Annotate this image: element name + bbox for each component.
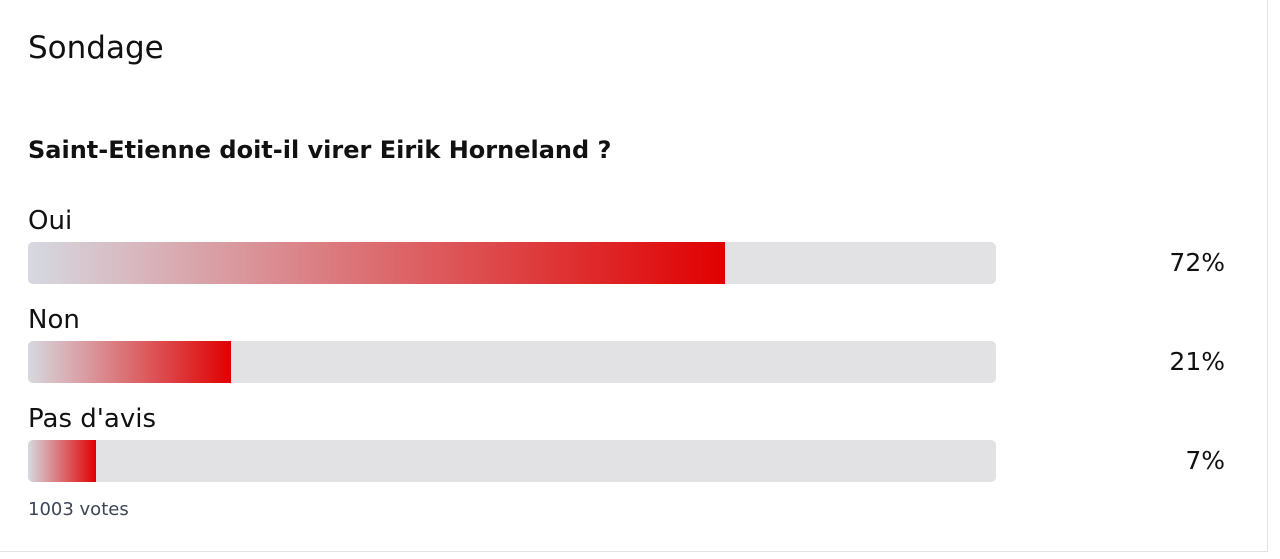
percent-label: 72% (1169, 248, 1225, 277)
percent-label: 7% (1185, 446, 1225, 475)
bar-track (28, 242, 996, 284)
bar (28, 341, 232, 383)
option-label: Pas d'avis (28, 404, 156, 434)
poll-title: Sondage (28, 30, 164, 66)
option-label: Oui (28, 206, 73, 236)
option-label: Non (28, 305, 80, 335)
bar-track (28, 341, 996, 383)
poll-question: Saint-Etienne doit-il virer Eirik Hornel… (28, 136, 612, 164)
bar (28, 242, 725, 284)
bar-track (28, 440, 996, 482)
bar (28, 440, 96, 482)
vote-count: 1003 votes (28, 499, 129, 520)
poll-card: Sondage Saint-Etienne doit-il virer Eiri… (0, 0, 1268, 552)
percent-label: 21% (1169, 347, 1225, 376)
